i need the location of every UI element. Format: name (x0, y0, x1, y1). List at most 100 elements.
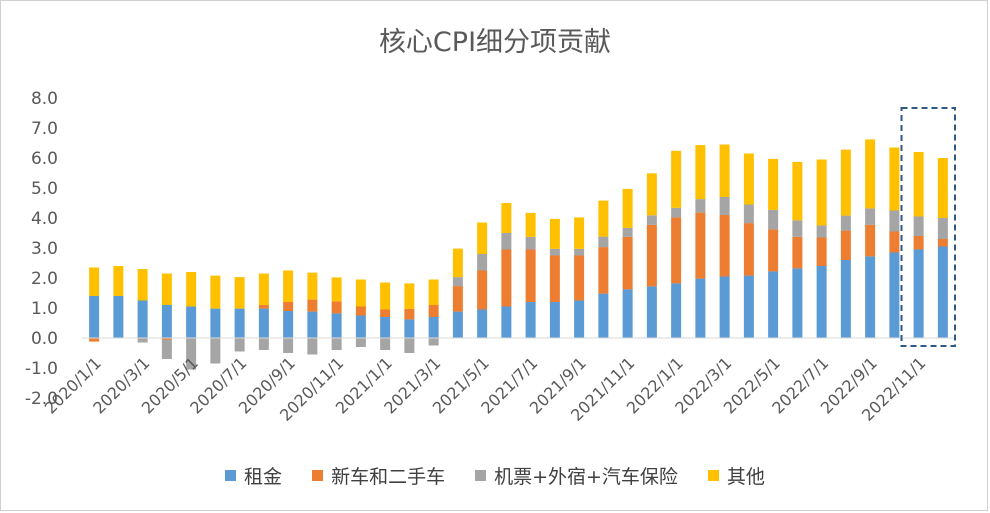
bar-segment-series-2 (283, 338, 294, 353)
bar-segment-series-0 (574, 300, 585, 338)
bar-segment-series-3 (671, 150, 682, 208)
bar-segment-series-2 (210, 338, 221, 364)
bar-segment-series-2 (258, 338, 269, 350)
bar-segment-series-3 (889, 147, 900, 211)
bar-segment-series-0 (452, 311, 463, 338)
bar-segment-series-0 (865, 256, 876, 338)
bar-segment-series-0 (913, 249, 924, 338)
bar-segment-series-1 (889, 231, 900, 253)
bar-segment-series-2 (913, 216, 924, 236)
legend-item: 新车和二手车 (312, 462, 445, 489)
bar-segment-series-2 (768, 209, 779, 230)
bar-segment-series-0 (816, 266, 827, 338)
bar-segment-series-0 (404, 319, 415, 338)
bar-segment-series-2 (186, 338, 197, 370)
bar-segment-series-1 (452, 286, 463, 312)
bar-segment-series-3 (89, 267, 100, 296)
bar-segment-series-2 (719, 197, 730, 215)
y-tick-label: 3.0 (31, 239, 58, 259)
bar-segment-series-3 (525, 212, 536, 237)
bar-segment-series-0 (161, 305, 172, 338)
bar-segment-series-0 (792, 268, 803, 338)
bar-segment-series-0 (695, 278, 706, 338)
bar-segment-series-3 (355, 279, 366, 307)
legend-label: 新车和二手车 (331, 466, 446, 488)
bar-segment-series-2 (889, 210, 900, 232)
bar-segment-series-0 (719, 276, 730, 338)
bar-segment-series-2 (549, 248, 560, 256)
bar-segment-series-2 (234, 338, 245, 352)
bar-segment-series-2 (452, 277, 463, 287)
highlight-box (900, 107, 956, 347)
bar-segment-series-3 (622, 188, 633, 228)
bar-segment-series-2 (355, 338, 366, 347)
bar-segment-series-3 (283, 270, 294, 302)
bar-segment-series-3 (598, 200, 609, 237)
bar-segment-series-0 (89, 296, 100, 338)
bar-segment-series-3 (816, 159, 827, 226)
bar-segment-series-3 (380, 282, 391, 310)
bar-segment-series-3 (549, 218, 560, 249)
bar-segment-series-0 (137, 300, 148, 338)
legend-item: 机票+外宿+汽车保险 (475, 462, 678, 489)
bar-segment-series-3 (404, 283, 415, 309)
bar-segment-series-2 (792, 220, 803, 237)
bar-segment-series-1 (549, 255, 560, 302)
bar-segment-series-2 (937, 218, 948, 239)
bar-segment-series-1 (331, 301, 342, 314)
bar-segment-series-3 (452, 248, 463, 278)
bar-segment-series-1 (913, 236, 924, 250)
legend-label: 租金 (244, 466, 283, 488)
bar-segment-series-0 (234, 308, 245, 338)
legend-swatch (707, 470, 719, 481)
bar-segment-series-1 (816, 237, 827, 266)
bar-segment-series-3 (937, 158, 948, 218)
bar-segment-series-3 (840, 149, 851, 216)
y-tick-label: 0.0 (31, 329, 58, 349)
bar-segment-series-2 (161, 339, 172, 359)
bar-segment-series-2 (598, 236, 609, 248)
bar-segment-series-1 (355, 306, 366, 316)
bar-segment-series-3 (258, 273, 269, 305)
bar-segment-series-3 (161, 273, 172, 305)
y-tick-label: 2.0 (31, 269, 58, 289)
bar-segment-series-1 (404, 308, 415, 320)
legend-swatch (312, 470, 324, 481)
bar-segment-series-1 (380, 309, 391, 317)
bar-segment-series-3 (646, 173, 657, 216)
y-tick-label: 7.0 (31, 119, 58, 139)
bar-segment-series-1 (646, 224, 657, 287)
bar-segment-series-3 (234, 277, 245, 309)
bar-segment-series-1 (768, 229, 779, 272)
legend-swatch (225, 470, 237, 481)
bar-segment-series-1 (307, 299, 318, 312)
bar-segment-series-3 (768, 158, 779, 210)
bar-segment-series-2 (477, 254, 488, 271)
bar-segment-series-3 (331, 277, 342, 302)
bar-segment-series-3 (695, 145, 706, 200)
bar-segment-series-3 (428, 279, 439, 305)
bar-segment-series-3 (743, 153, 754, 205)
bars-group (89, 139, 948, 370)
bar-segment-series-1 (671, 217, 682, 284)
x-axis: 2020/1/12020/3/12020/5/12020/7/12020/9/1… (41, 337, 955, 425)
bar-segment-series-3 (477, 222, 488, 254)
bar-segment-series-0 (307, 311, 318, 338)
bar-segment-series-1 (258, 305, 269, 309)
bar-segment-series-0 (355, 315, 366, 338)
bar-segment-series-3 (865, 139, 876, 209)
bar-segment-series-1 (161, 338, 172, 340)
bar-segment-series-3 (719, 144, 730, 197)
y-tick-label: 4.0 (31, 209, 58, 229)
bar-segment-series-1 (937, 239, 948, 247)
bar-segment-series-1 (622, 236, 633, 290)
legend-swatch (475, 470, 487, 481)
bar-segment-series-0 (113, 296, 124, 338)
bar-segment-series-2 (574, 248, 585, 256)
bar-segment-series-0 (671, 283, 682, 338)
bar-segment-series-2 (622, 227, 633, 237)
bar-segment-series-2 (380, 338, 391, 350)
bar-segment-series-3 (210, 275, 221, 309)
